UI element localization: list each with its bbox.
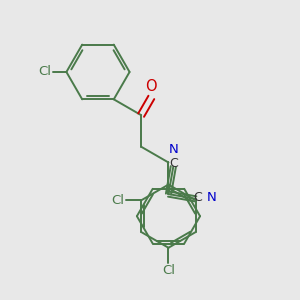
Text: N: N <box>169 143 179 156</box>
Text: N: N <box>207 190 217 203</box>
Text: O: O <box>146 80 157 94</box>
Text: Cl: Cl <box>162 265 175 278</box>
Text: C: C <box>170 157 178 169</box>
Text: Cl: Cl <box>38 65 52 79</box>
Text: C: C <box>193 190 202 203</box>
Text: Cl: Cl <box>111 194 124 207</box>
